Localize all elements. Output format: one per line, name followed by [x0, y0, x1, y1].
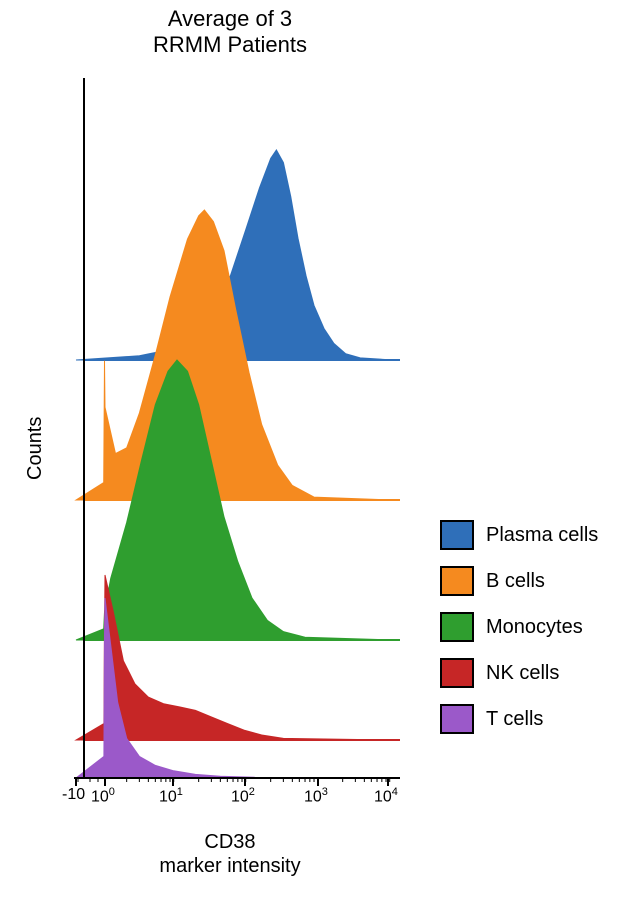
legend-item: Monocytes — [440, 612, 598, 642]
xaxis-tick-label: 102 — [231, 786, 255, 806]
xaxis-tick-label: 104 — [374, 786, 398, 806]
xaxis-tick-label: 101 — [159, 786, 183, 806]
legend-label: NK cells — [486, 662, 559, 685]
xaxis-tick-label: -10 — [62, 786, 85, 804]
legend-label: Plasma cells — [486, 524, 598, 547]
legend-item: T cells — [440, 704, 598, 734]
xaxis-label: CD38 marker intensity — [130, 830, 330, 878]
legend-label: Monocytes — [486, 616, 583, 639]
legend-label: T cells — [486, 708, 543, 731]
xaxis-tick-label: 103 — [304, 786, 328, 806]
legend: Plasma cells B cells Monocytes NK cells T ce… — [440, 520, 598, 750]
xaxis-label-line1: CD38 — [204, 831, 255, 853]
histogram-plot — [0, 0, 638, 921]
legend-label: B cells — [486, 570, 545, 593]
legend-swatch — [440, 612, 474, 642]
legend-item: NK cells — [440, 658, 598, 688]
xaxis-label-line2: marker intensity — [159, 855, 300, 877]
legend-swatch — [440, 520, 474, 550]
legend-swatch — [440, 704, 474, 734]
legend-item: Plasma cells — [440, 520, 598, 550]
legend-swatch — [440, 658, 474, 688]
xaxis-tick-label: 100 — [91, 786, 115, 806]
legend-item: B cells — [440, 566, 598, 596]
legend-swatch — [440, 566, 474, 596]
